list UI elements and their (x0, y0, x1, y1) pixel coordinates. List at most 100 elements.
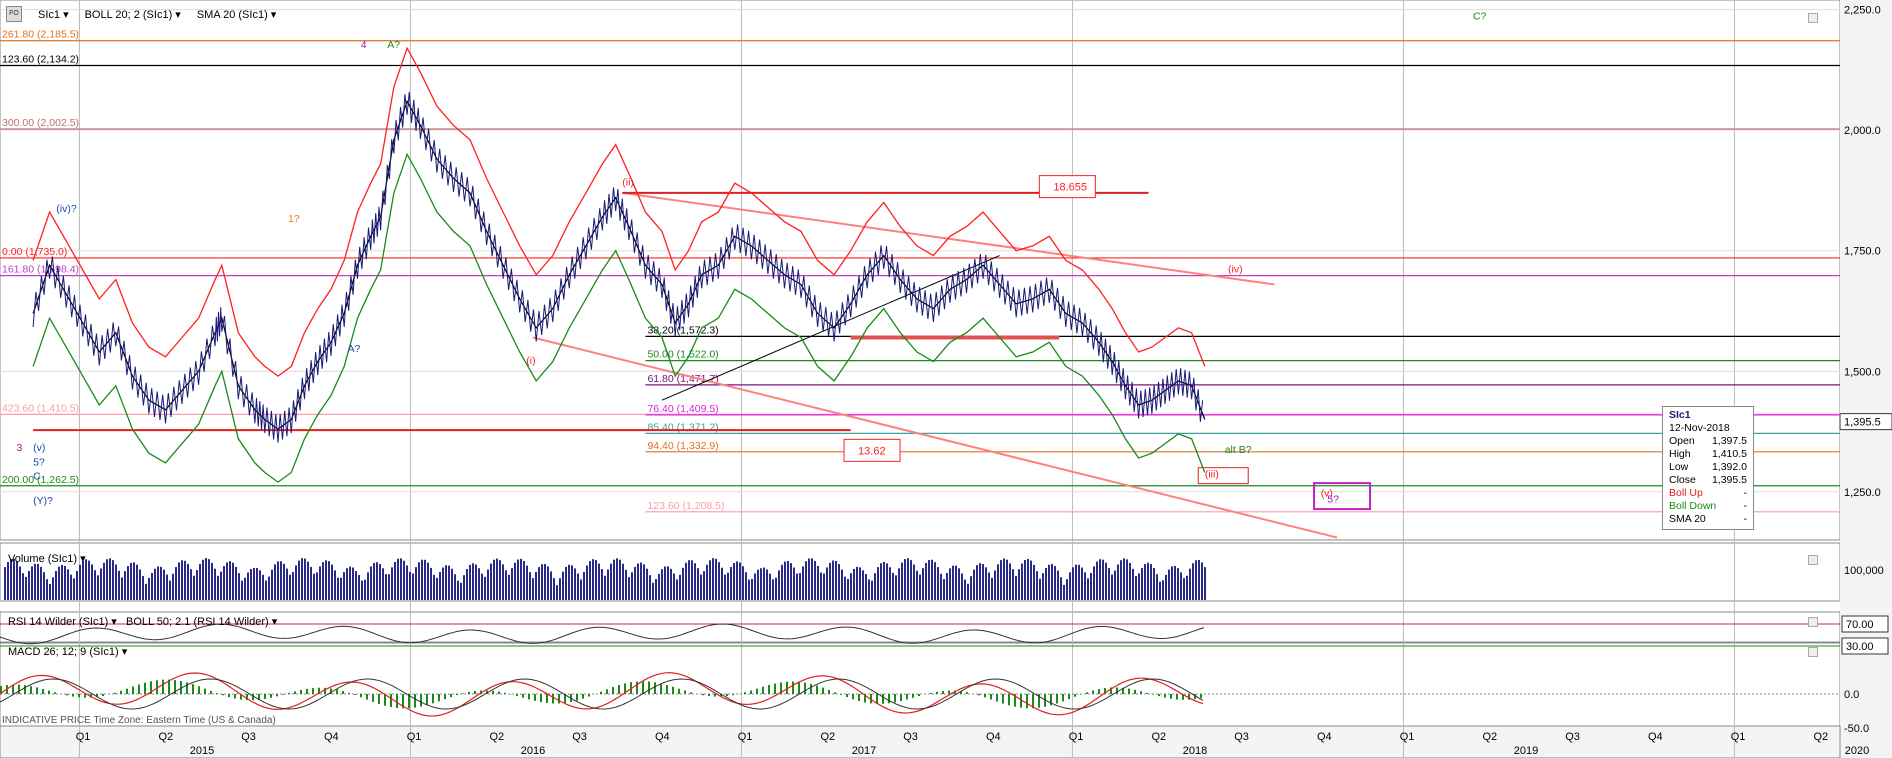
volume-bar (295, 565, 297, 600)
rsi-restore-icon[interactable] (1808, 617, 1818, 627)
volume-bar (289, 574, 291, 600)
wave-label: (ii) (622, 177, 634, 189)
volume-bar (655, 579, 657, 600)
volume-bar (685, 562, 687, 600)
macd-histogram-bar (306, 688, 308, 694)
volume-bar (337, 577, 339, 600)
volume-bar (484, 576, 486, 600)
macd-histogram-bar (198, 686, 200, 694)
volume-bar (994, 570, 996, 600)
volume-bar (442, 567, 444, 600)
volume-bar (1183, 578, 1185, 600)
volume-bar (517, 559, 519, 600)
macd-histogram-bar (612, 687, 614, 694)
study-boll-selector[interactable]: BOLL 20; 2 (SIc1) ▾ (84, 8, 181, 21)
macd-histogram-bar (138, 684, 140, 694)
volume-bar (889, 567, 891, 600)
quarter-label: Q4 (1648, 731, 1663, 743)
macd-restore-icon[interactable] (1808, 647, 1818, 657)
info-key: SMA 20 (1669, 513, 1706, 525)
volume-bar (580, 579, 582, 600)
info-row: Boll Down - (1669, 500, 1747, 513)
macd-histogram-bar (174, 680, 176, 694)
fib-level-label: 85.40 (1,371.2) (647, 421, 718, 433)
volume-bar (22, 573, 24, 600)
volume-bar (901, 562, 903, 600)
macd-line (0, 672, 1204, 717)
volume-bar (190, 569, 192, 600)
macd-histogram-bar (582, 694, 584, 699)
macd-title-text: MACD 26; 12; 9 (SIc1) (8, 646, 119, 658)
macd-histogram-bar (1026, 694, 1028, 709)
volume-bar (742, 566, 744, 600)
quarter-label: Q3 (1234, 731, 1249, 743)
volume-bar (1072, 567, 1074, 600)
macd-histogram-bar (828, 689, 830, 694)
volume-bar (883, 561, 885, 600)
volume-bar (649, 575, 651, 600)
macd-histogram-bar (384, 694, 386, 706)
volume-bar (1159, 581, 1161, 600)
volume-bar (1189, 568, 1191, 600)
year-label: 2017 (852, 745, 876, 757)
macd-histogram-bar (246, 694, 248, 701)
volume-panel-title[interactable]: Volume (SIc1) ▾ (8, 553, 86, 565)
volume-bar (31, 566, 33, 600)
macd-histogram-bar (456, 694, 458, 696)
ohlc-info-box: SIc1 12-Nov-2018 Open 1,397.5 High 1,410.5 L… (1662, 406, 1754, 530)
volume-bar (808, 558, 810, 600)
main-panel (0, 0, 1841, 541)
macd-histogram-bar (474, 690, 476, 694)
volume-bar (700, 574, 702, 600)
macd-panel-title[interactable]: MACD 26; 12; 9 (SIc1) ▾ (8, 646, 128, 658)
macd-histogram-bar (366, 694, 368, 700)
study-sma-selector[interactable]: SMA 20 (SIc1) ▾ (196, 8, 277, 21)
macd-histogram-bar (372, 694, 374, 702)
volume-bar (466, 568, 468, 600)
wave-label: 4? (1473, 0, 1485, 1)
volume-bar (595, 560, 597, 600)
volume-bar (286, 568, 288, 600)
volume-bar (757, 569, 759, 600)
volume-bar (892, 572, 894, 600)
macd-histogram-bar (912, 694, 914, 698)
volume-bar (172, 573, 174, 600)
volume-bar (1201, 562, 1203, 600)
volume-bar (676, 579, 678, 600)
volume-bar (1105, 562, 1107, 600)
volume-bar (637, 563, 639, 600)
volume-bar (139, 569, 141, 600)
macd-histogram-bar (804, 682, 806, 694)
macd-histogram-bar (834, 692, 836, 694)
volume-bar (424, 559, 426, 600)
target-box (843, 438, 901, 462)
macd-histogram-bar (846, 694, 848, 698)
macd-histogram-bar (954, 690, 956, 694)
volume-bar (25, 576, 27, 600)
info-key: Open (1669, 435, 1695, 447)
boll-down-line (32, 152, 1206, 483)
volume-bar (1135, 576, 1137, 600)
volume-bar (799, 573, 801, 600)
volume-restore-icon[interactable] (1808, 555, 1818, 565)
info-key: Boll Down (1669, 500, 1717, 512)
macd-histogram-bar (930, 692, 932, 694)
volume-bar (1099, 559, 1101, 600)
volume-bar (268, 576, 270, 600)
volume-bar (1030, 560, 1032, 600)
volume-bar (1009, 563, 1011, 600)
volume-bar (340, 577, 342, 600)
price-tick-label: 1,500.0 (1844, 366, 1881, 378)
chart-settings-icon[interactable]: FO (6, 6, 22, 22)
macd-histogram-bar (0, 686, 2, 694)
macd-histogram-bar (948, 690, 950, 694)
volume-bar (463, 575, 465, 600)
volume-bar (82, 560, 84, 600)
rsi-panel-title[interactable]: RSI 14 Wilder (SIc1) ▾ BOLL 50; 2.1 (RSI… (8, 616, 278, 628)
symbol-selector[interactable]: SIc1 ▾ (38, 8, 69, 21)
macd-histogram-bar (546, 694, 548, 704)
volume-bar (40, 566, 42, 600)
panel-restore-icon[interactable] (1808, 13, 1818, 23)
macd-histogram-bar (1158, 694, 1160, 697)
